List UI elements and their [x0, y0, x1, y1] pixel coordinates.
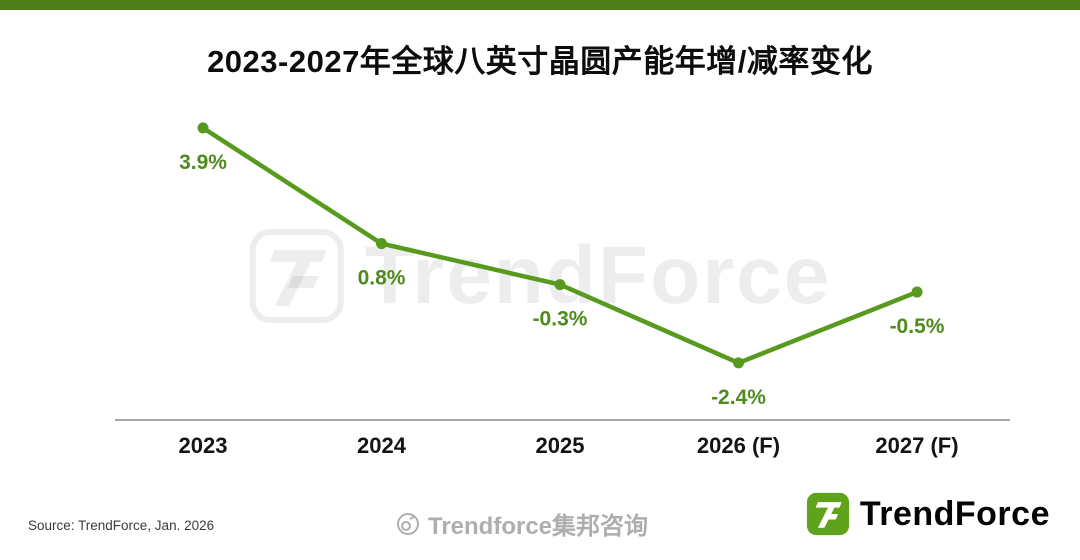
- trendforce-logo-text: TrendForce: [859, 494, 1050, 533]
- x-axis-label: 2024: [357, 433, 407, 458]
- trendforce-logo: TrendForce: [806, 492, 1050, 536]
- x-axis-label: 2025: [536, 433, 585, 458]
- data-point-label: -2.4%: [711, 386, 766, 409]
- data-point: [197, 122, 209, 134]
- data-point: [911, 286, 923, 298]
- source-note: Source: TrendForce, Jan. 2026: [28, 518, 215, 533]
- data-point-label: 0.8%: [358, 267, 406, 290]
- x-axis-label: 2026 (F): [697, 433, 780, 458]
- watermark-bottom: Trendforce集邦咨询: [396, 506, 648, 541]
- x-axis-label: 2027 (F): [875, 433, 958, 458]
- data-point-label: 3.9%: [179, 151, 227, 174]
- chart-series-group: 3.9% 2023 0.8% 2024 -0.3% 2025 -2.4% 2026 (F) -0…: [179, 122, 959, 458]
- weibo-watermark-icon: [397, 512, 419, 535]
- trendforce-logo-icon: [806, 492, 849, 536]
- data-point: [376, 238, 387, 250]
- watermark-bottom-text: Trendforce集邦咨询: [428, 513, 649, 540]
- data-point-label: -0.3%: [533, 308, 588, 331]
- data-point-label: -0.5%: [890, 315, 945, 338]
- data-point: [733, 357, 744, 369]
- top-accent-bar: [0, 0, 1080, 10]
- chart-title: 2023-2027年全球八英寸晶圆产能年增/减率变化: [207, 44, 873, 79]
- data-point: [554, 279, 566, 291]
- x-axis-label: 2023: [179, 433, 228, 458]
